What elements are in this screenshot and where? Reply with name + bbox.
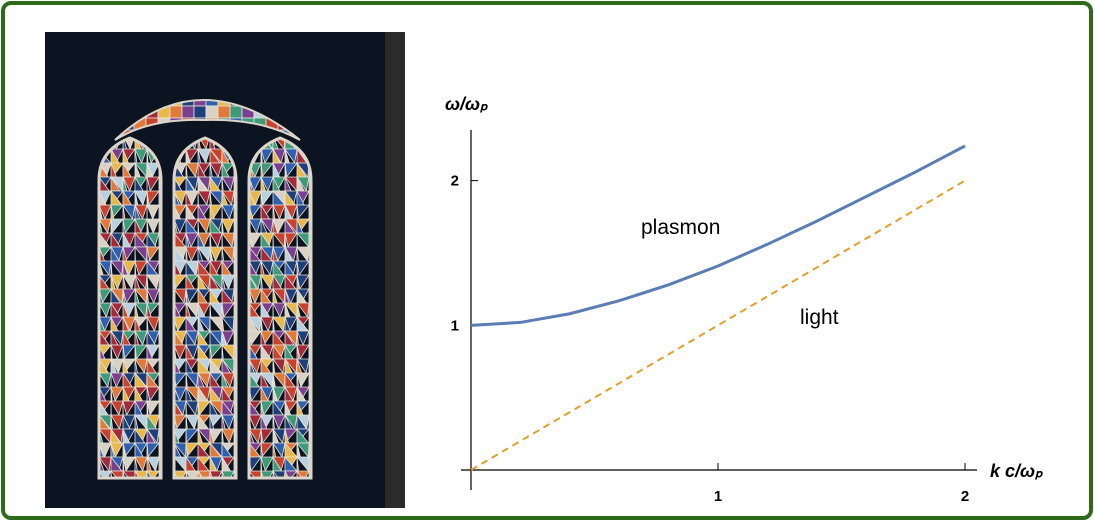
glass-pane bbox=[297, 233, 298, 247]
x-tick-label: 1 bbox=[714, 488, 722, 505]
y-tick-label: 1 bbox=[451, 317, 459, 334]
x-axis-label: k c/ωₚ bbox=[990, 461, 1043, 481]
stained-glass-photo bbox=[45, 32, 405, 508]
y-axis-label: ω/ωₚ bbox=[445, 94, 488, 114]
glass-pane bbox=[218, 106, 230, 118]
glass-pane bbox=[194, 106, 206, 118]
annotation: plasmon bbox=[641, 216, 720, 239]
photo-edge bbox=[385, 32, 405, 508]
glass-pane bbox=[297, 261, 298, 275]
y-tick-label: 2 bbox=[451, 173, 459, 190]
glass-pane bbox=[170, 106, 182, 118]
glass-pane bbox=[182, 106, 194, 118]
annotation: light bbox=[800, 306, 839, 329]
glass-pane bbox=[309, 261, 310, 275]
glass-pane bbox=[206, 106, 218, 118]
x-tick-label: 2 bbox=[961, 488, 969, 505]
page: 1 2 1 2 ω/ωₚ k c/ωₚ plasmon light bbox=[0, 0, 1094, 521]
glass-pane bbox=[230, 106, 242, 118]
